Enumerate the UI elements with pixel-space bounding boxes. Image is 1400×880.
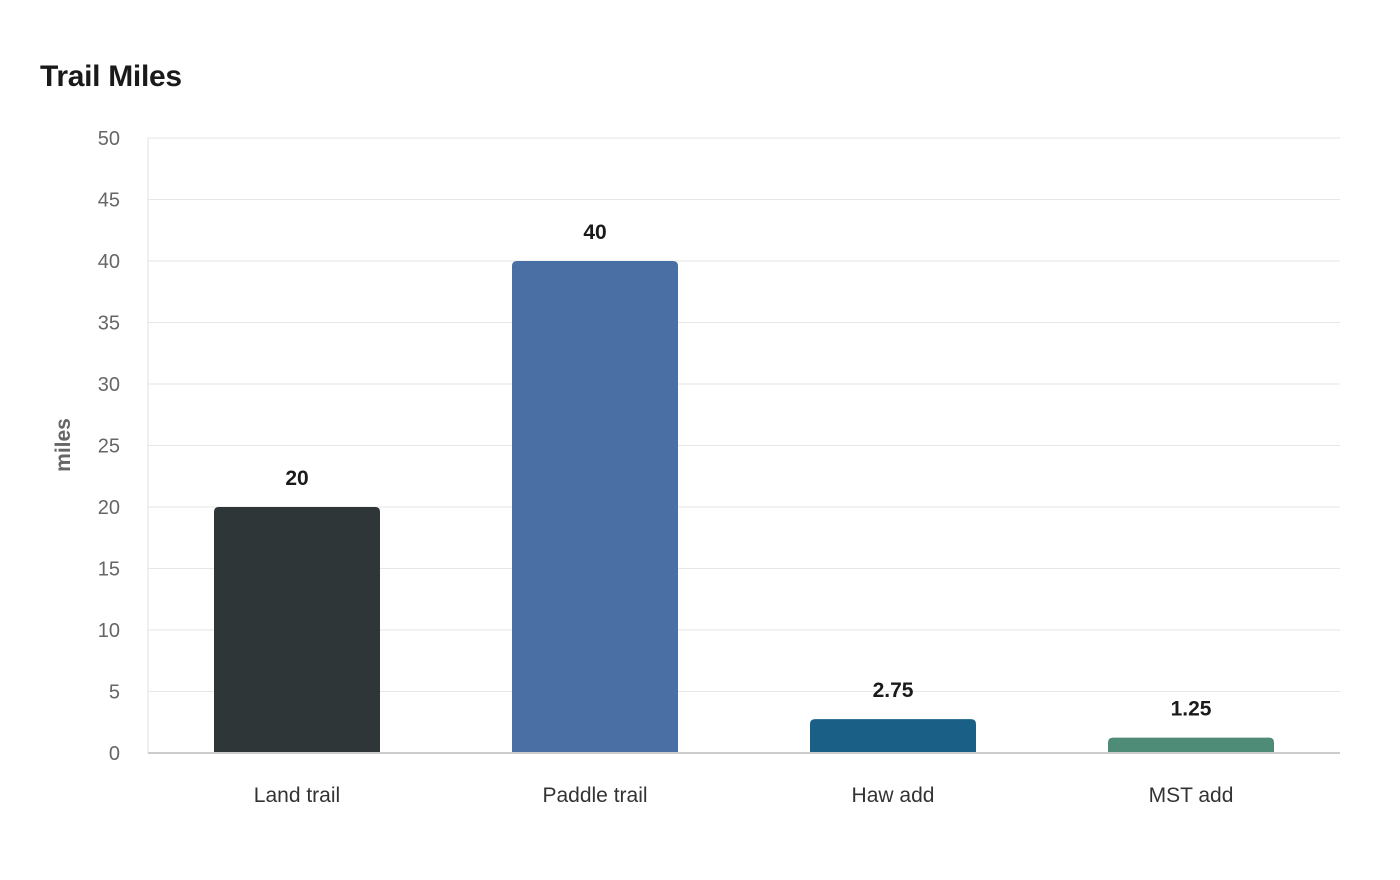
bar-value-label: 20 [285, 467, 308, 490]
y-tick-label: 0 [109, 743, 120, 765]
y-axis-label: miles [52, 418, 75, 472]
y-tick-label: 15 [98, 559, 120, 581]
x-tick-label: MST add [1149, 784, 1234, 807]
x-tick-label: Haw add [852, 784, 935, 807]
y-axis: 0 5 10 15 20 25 30 35 40 45 50 [98, 128, 149, 765]
y-tick-label: 35 [98, 313, 120, 335]
chart-title: Trail Miles [40, 60, 182, 93]
bars: 20 40 2.75 1.25 [214, 221, 1274, 753]
x-axis: Land trail Paddle trail Haw add MST add [148, 752, 1340, 807]
x-tick-label: Land trail [254, 784, 340, 807]
y-tick-label: 5 [109, 682, 120, 704]
y-tick-label: 30 [98, 374, 120, 396]
bar-value-label: 1.25 [1171, 698, 1212, 721]
bar-value-label: 2.75 [873, 679, 914, 702]
bar-land-trail [214, 507, 380, 753]
y-tick-label: 10 [98, 620, 120, 642]
y-tick-label: 45 [98, 190, 120, 212]
y-tick-label: 50 [98, 128, 120, 150]
y-tick-label: 40 [98, 251, 120, 273]
bar-paddle-trail [512, 261, 678, 753]
bar-haw-add [810, 719, 976, 753]
x-tick-label: Paddle trail [542, 784, 647, 807]
bar-mst-add [1108, 737, 1274, 753]
y-tick-label: 20 [98, 497, 120, 519]
bar-value-label: 40 [583, 221, 606, 244]
y-tick-label: 25 [98, 436, 120, 458]
